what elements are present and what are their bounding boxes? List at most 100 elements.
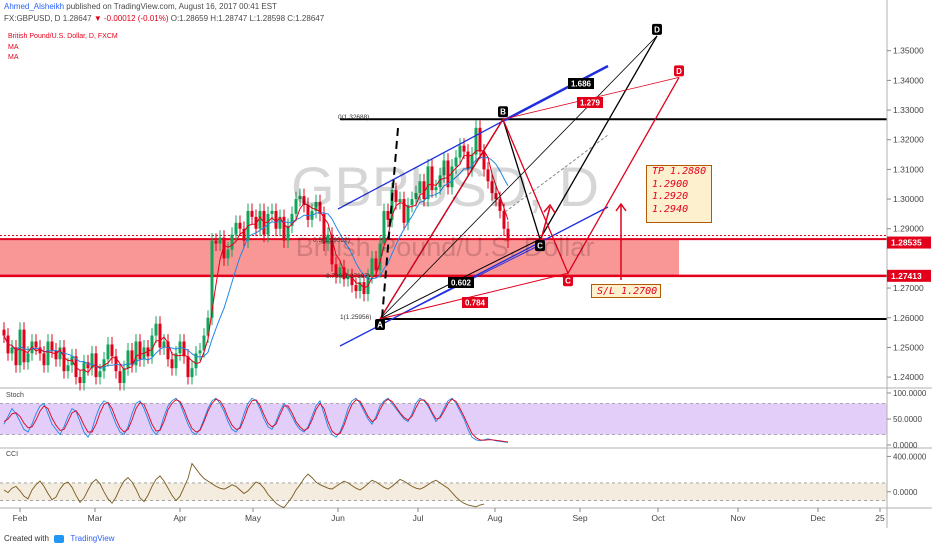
candle-body xyxy=(410,199,414,205)
candle-body xyxy=(330,234,334,265)
candle-body xyxy=(42,353,46,366)
stop-loss-box: S/L 1.2700 xyxy=(591,284,661,298)
candle-body xyxy=(350,276,354,286)
candle-body xyxy=(106,344,110,360)
time-tick-label: Dec xyxy=(810,513,826,523)
pattern-point-marker xyxy=(375,318,385,330)
candle-body xyxy=(46,341,50,366)
candle-body xyxy=(482,151,486,170)
pattern-point-label: A xyxy=(377,320,383,329)
candle-body xyxy=(182,341,186,357)
stochastic-pane[interactable]: Stoch xyxy=(0,392,887,443)
candle-body xyxy=(170,359,174,369)
price-tick-label: 1.25000 xyxy=(893,342,924,352)
candle-body xyxy=(450,166,454,188)
candle-body xyxy=(466,151,470,170)
candle-body xyxy=(506,228,510,241)
candle-body xyxy=(278,216,282,229)
candle-body xyxy=(22,329,26,363)
indicator-band xyxy=(0,482,887,501)
price-tick-label: 1.26000 xyxy=(893,313,924,323)
candle-body xyxy=(82,362,86,384)
pattern-point-marker xyxy=(535,240,545,252)
tradingview-logo-icon xyxy=(54,534,65,543)
time-tick-label: Jul xyxy=(413,513,424,523)
candle-body xyxy=(434,187,438,191)
candle-body xyxy=(422,181,426,200)
pattern-point-marker xyxy=(498,106,508,118)
candle-body xyxy=(338,267,342,277)
candle-body xyxy=(438,175,442,188)
indicator-name: Stoch xyxy=(6,392,24,399)
candle-body xyxy=(374,258,378,271)
author-link[interactable]: Ahmed_Alsheikh xyxy=(4,2,65,11)
candle-body xyxy=(66,365,70,372)
pattern-point-marker xyxy=(652,23,662,35)
tradingview-link[interactable]: TradingView xyxy=(70,534,115,543)
time-tick-label: Oct xyxy=(651,513,665,523)
candle-body xyxy=(274,210,278,229)
candle-body xyxy=(254,216,258,229)
price-axis[interactable]: 1.35000 1.34000 1.33000 1.32000 1.31000 1.300… xyxy=(886,0,931,528)
candle-body xyxy=(290,213,294,226)
candle-body xyxy=(138,341,142,360)
ma-legend-1[interactable]: MA xyxy=(8,44,19,51)
candle-body xyxy=(402,199,406,223)
candle-body xyxy=(186,356,190,378)
indicator-name: CCI xyxy=(6,451,18,458)
indicator-tick-label: 400.0000 xyxy=(893,452,927,461)
watermark: GBPUSD, D British Pound/U.S. Dollar xyxy=(291,155,599,262)
projection-dashed-line xyxy=(504,134,609,213)
pattern-point-label: C xyxy=(537,242,543,251)
ma-legend-2[interactable]: MA xyxy=(8,54,19,61)
candle-body xyxy=(230,234,234,250)
candle-body xyxy=(442,160,446,176)
ratio-badge xyxy=(577,97,603,108)
harmonic-red-diag xyxy=(379,272,569,320)
fib-level-label: 0(1.32688) xyxy=(338,114,369,121)
time-tick-label: 25 xyxy=(875,513,885,523)
candle-body xyxy=(122,368,126,384)
candle-body xyxy=(86,362,90,369)
indicator-line xyxy=(3,462,485,509)
candle-body xyxy=(354,285,358,292)
down-arrow-icon: ▼ xyxy=(93,14,102,23)
candle-body xyxy=(390,190,394,220)
time-axis[interactable]: Feb Mar Apr May Jun Jul Aug Sep Oct Nov Dec 25 xyxy=(13,508,885,523)
candle-body xyxy=(10,347,14,354)
candle-body xyxy=(54,350,58,360)
instrument-legend[interactable]: British Pound/U.S. Dollar, D, FXCM xyxy=(8,33,118,40)
candle-body xyxy=(298,196,302,200)
indicator-tick-label: 100.0000 xyxy=(893,389,927,398)
fib-level-label: 0.5(1.29322) xyxy=(313,237,350,244)
tp-line-4: 1.2940 xyxy=(652,203,689,215)
candle-body xyxy=(50,341,54,351)
candle-body xyxy=(382,210,386,244)
candle-body xyxy=(458,145,462,158)
candle-body xyxy=(486,169,490,182)
main-pane[interactable]: A B C D C D 1.686 1.279 0.602 0.784 0(1.32688) 0.5(… xyxy=(0,0,932,509)
bounce-arrow xyxy=(539,206,551,244)
candle-body xyxy=(322,213,326,244)
tp-line-2: 1.2900 xyxy=(652,178,689,190)
candle-body xyxy=(302,196,306,205)
time-tick-label: Feb xyxy=(13,513,28,523)
candle-body xyxy=(194,353,198,369)
price-tick-label: 1.24000 xyxy=(893,372,924,382)
publish-line: Ahmed_Alsheikh published on TradingView.… xyxy=(4,2,277,11)
price-badge xyxy=(887,269,931,282)
price-tick-label: 1.27000 xyxy=(893,283,924,293)
candle-body xyxy=(454,157,458,167)
candle-body xyxy=(394,190,398,203)
time-tick-label: Aug xyxy=(487,513,502,523)
cci-pane[interactable]: CCI xyxy=(0,451,887,509)
tp-line-1: TP 1.2880 xyxy=(652,166,707,177)
indicator-tick-label: 0.0000 xyxy=(893,441,918,450)
publish-info: published on TradingView.com, August 16,… xyxy=(66,2,277,11)
indicator-tick-label: 50.0000 xyxy=(893,415,922,424)
candle-body xyxy=(2,329,6,336)
time-tick-label: Apr xyxy=(173,513,186,523)
harmonic-black-ad xyxy=(379,35,658,320)
price-tick-label: 1.34000 xyxy=(893,75,924,85)
